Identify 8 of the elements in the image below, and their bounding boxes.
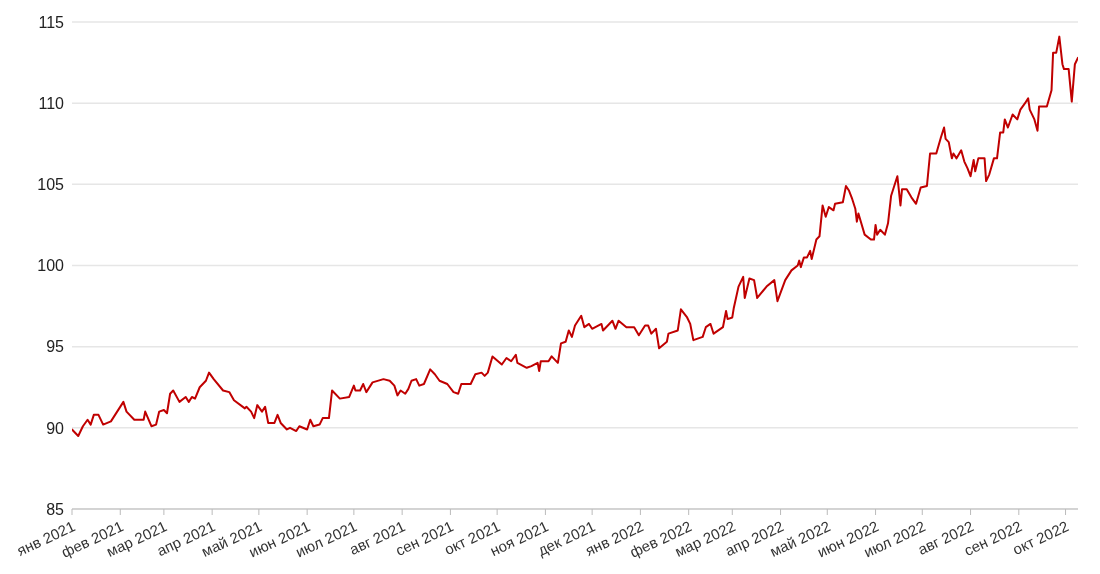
- y-tick-label: 90: [46, 419, 65, 437]
- y-tick-label: 110: [38, 94, 65, 112]
- y-tick-label: 95: [46, 338, 65, 356]
- y-tick-label: 115: [38, 13, 65, 31]
- line-series: [72, 35, 1078, 437]
- y-tick-label: 100: [37, 257, 65, 275]
- y-tick-label: 85: [46, 500, 65, 518]
- y-tick-label: 105: [37, 176, 65, 194]
